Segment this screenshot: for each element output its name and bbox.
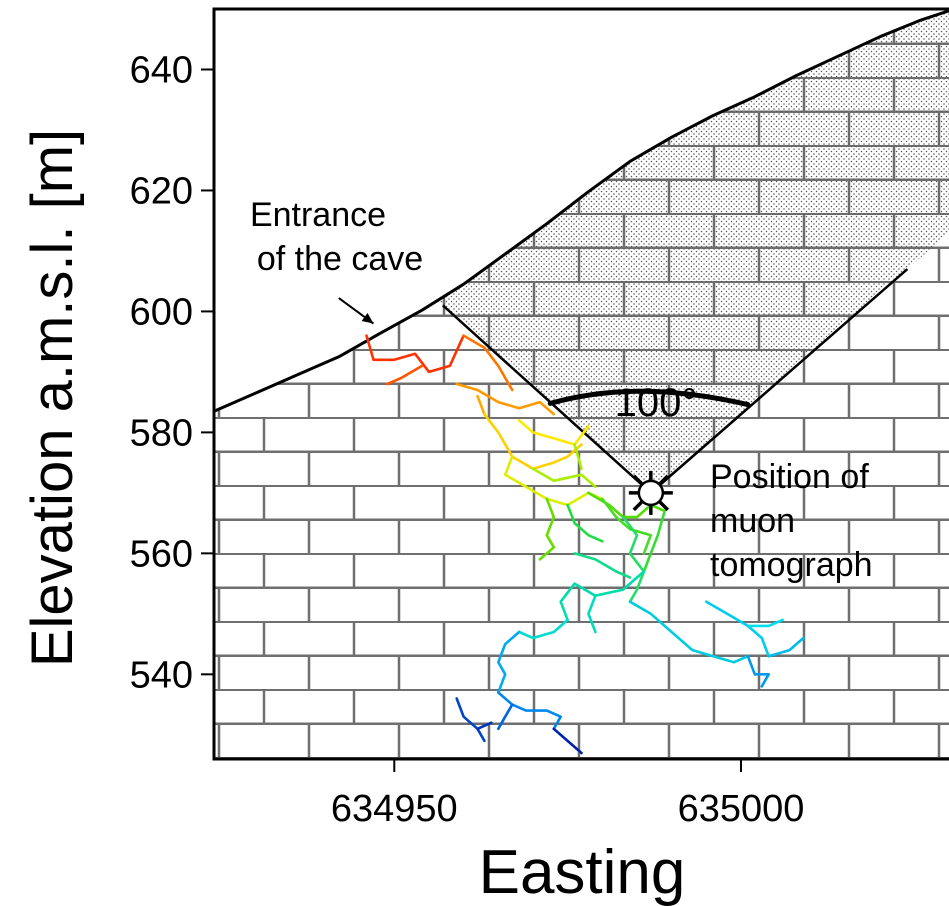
tomograph-annotation: Position of muon tomograph	[710, 458, 873, 584]
field-of-view-right-edge	[650, 268, 909, 494]
cave-passage	[365, 334, 465, 374]
field-of-view-angle-arc	[547, 388, 751, 408]
tomograph-ray	[658, 500, 670, 512]
cave-passage	[559, 570, 646, 622]
cave-passage	[455, 382, 556, 416]
cave-passage	[455, 697, 486, 743]
cave-passage	[552, 727, 583, 755]
axes: 640 620 600 580 560 540 634950 635000	[130, 49, 805, 830]
cave-passage	[642, 509, 667, 573]
cave-passage	[517, 418, 590, 446]
cave-passage	[496, 703, 514, 731]
cave-passage	[531, 467, 597, 489]
cave-passage	[767, 636, 805, 658]
tomograph-position-circle	[637, 479, 665, 507]
field-of-view-left-edge	[441, 304, 652, 494]
tomograph-label-line-1: Position of	[710, 458, 869, 496]
x-axis-title: Easting	[479, 838, 686, 906]
cave-passage	[600, 497, 653, 555]
y-tick-label: 620	[130, 170, 193, 212]
cave-passage	[621, 515, 646, 604]
entrance-label-line-1: Entrance	[250, 196, 386, 234]
cave-passage	[573, 552, 632, 579]
cave-passage	[538, 497, 556, 561]
muon-tomograph-marker	[628, 470, 673, 515]
ground-surface-line	[214, 9, 949, 413]
cave-passage	[476, 721, 493, 731]
cave-passage	[385, 364, 424, 386]
cave-passage	[496, 691, 563, 731]
x-tick-label: 635000	[678, 788, 805, 830]
cave-passage	[476, 394, 486, 416]
tomograph-ray	[632, 500, 644, 512]
cave-passage	[573, 443, 583, 471]
field-of-view	[441, 268, 909, 494]
y-tick-label: 600	[130, 291, 193, 333]
plot-frame	[212, 7, 949, 761]
entrance-label-line-2: of the cave	[257, 240, 423, 278]
tomograph-ray	[658, 474, 670, 486]
cave-passages	[365, 334, 805, 755]
cave-passage	[746, 654, 771, 688]
cave-passage	[496, 630, 521, 694]
cave-passage	[587, 594, 597, 634]
tomograph-label-line-2: muon	[710, 502, 795, 540]
x-tick-label: 634950	[331, 788, 458, 830]
cave-passage	[628, 600, 750, 664]
overburden-stippled-zone	[437, 10, 949, 493]
y-tick-label: 560	[130, 533, 193, 575]
y-axis-title: Elevation a.m.s.l. [m]	[20, 129, 85, 667]
entrance-arrowhead	[361, 312, 374, 324]
cave-passage	[517, 618, 569, 640]
y-tick-label: 640	[130, 49, 193, 91]
tomograph-label-line-3: tomograph	[710, 546, 873, 584]
y-tick-label: 540	[130, 654, 193, 696]
tomograph-ray	[632, 474, 644, 486]
cave-passage	[566, 503, 604, 543]
cave-passage	[462, 334, 514, 392]
field-of-view-angle-label: 100°	[615, 381, 698, 425]
cave-passage	[746, 618, 784, 628]
entrance-annotation: Entrance of the cave	[250, 196, 423, 325]
y-tick-label: 580	[130, 412, 193, 454]
